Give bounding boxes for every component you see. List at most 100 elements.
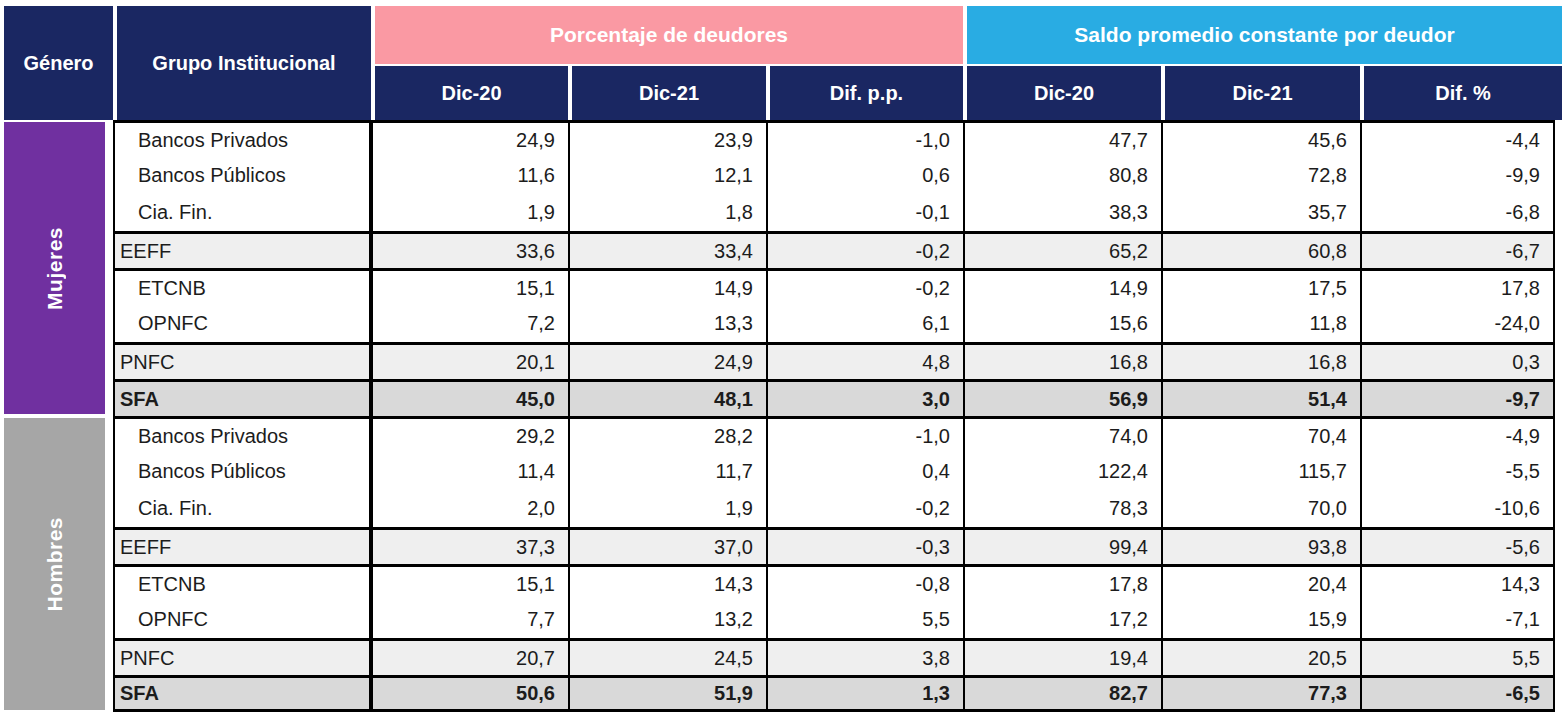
header-genero: Género [0,6,113,120]
cell-value: -4,9 [1360,416,1555,453]
cell-value: 24,9 [371,120,568,157]
cell-value: 20,1 [371,342,568,379]
cell-value: 16,8 [963,342,1161,379]
row-label: PNFC [113,342,371,379]
cell-value: 56,9 [963,379,1161,416]
cell-value: 33,6 [371,231,568,268]
gender-band-hombres-label: Hombres [43,517,67,612]
cell-value: 122,4 [963,453,1161,490]
row-label: ETCNB [113,564,371,601]
cell-value: 37,0 [568,527,766,564]
cell-value: 11,4 [371,453,568,490]
cell-value: 0,4 [766,453,963,490]
cell-value: 11,8 [1161,305,1360,342]
cell-value: 16,8 [1161,342,1360,379]
cell-value: 1,9 [568,490,766,527]
cell-value: 15,1 [371,268,568,305]
gender-band-hombres: Hombres [0,416,113,712]
cell-value: -0,3 [766,527,963,564]
cell-value: 14,3 [1360,564,1555,601]
cell-value: -1,0 [766,120,963,157]
cell-value: -0,2 [766,268,963,305]
cell-value: -0,2 [766,231,963,268]
cell-value: 51,4 [1161,379,1360,416]
cell-value: 24,9 [568,342,766,379]
row-label: SFA [113,379,371,416]
cell-value: 99,4 [963,527,1161,564]
row-label: OPNFC [113,601,371,638]
header-band-saldo: Saldo promedio constante por deudor [963,6,1562,64]
subheader-porcentaje-dif-pp: Dif. p.p. [766,64,963,120]
gender-band-mujeres-fill: Mujeres [4,122,105,414]
cell-value: 1,3 [766,675,963,712]
cell-value: 11,6 [371,157,568,194]
cell-value: 50,6 [371,675,568,712]
cell-value: 3,0 [766,379,963,416]
cell-value: 33,4 [568,231,766,268]
cell-value: 7,7 [371,601,568,638]
row-label: Cia. Fin. [113,490,371,527]
cell-value: 82,7 [963,675,1161,712]
gender-band-hombres-fill: Hombres [4,418,105,710]
cell-value: 5,5 [1360,638,1555,675]
cell-value: 13,3 [568,305,766,342]
cell-value: 0,3 [1360,342,1555,379]
cell-value: 74,0 [963,416,1161,453]
cell-value: 29,2 [371,416,568,453]
header-grupo: Grupo Institucional [113,6,371,120]
row-label: EEFF [113,527,371,564]
subheader-saldo-dic20: Dic-20 [963,64,1161,120]
cell-value: 19,4 [963,638,1161,675]
cell-value: 2,0 [371,490,568,527]
cell-value: 78,3 [963,490,1161,527]
cell-value: 70,4 [1161,416,1360,453]
row-label: Bancos Públicos [113,157,371,194]
cell-value: 28,2 [568,416,766,453]
cell-value: 20,5 [1161,638,1360,675]
cell-value: 20,4 [1161,564,1360,601]
cell-value: 13,2 [568,601,766,638]
cell-value: -9,9 [1360,157,1555,194]
table-grid: Género Grupo Institucional Porcentaje de… [0,6,1562,712]
row-label: Cia. Fin. [113,194,371,231]
cell-value: 60,8 [1161,231,1360,268]
cell-value: 45,6 [1161,120,1360,157]
cell-value: -6,5 [1360,675,1555,712]
cell-value: -0,2 [766,490,963,527]
subheader-saldo-dif-pct: Dif. % [1360,64,1562,120]
cell-value: 11,7 [568,453,766,490]
row-label: SFA [113,675,371,712]
cell-value: -5,6 [1360,527,1555,564]
row-label: Bancos Privados [113,120,371,157]
cell-value: 20,7 [371,638,568,675]
cell-value: 23,9 [568,120,766,157]
subheader-saldo-dic21: Dic-21 [1161,64,1360,120]
cell-value: 80,8 [963,157,1161,194]
cell-value: 51,9 [568,675,766,712]
row-label: OPNFC [113,305,371,342]
cell-value: 4,8 [766,342,963,379]
cell-value: -10,6 [1360,490,1555,527]
cell-value: -9,7 [1360,379,1555,416]
cell-value: -4,4 [1360,120,1555,157]
cell-value: 5,5 [766,601,963,638]
row-label: EEFF [113,231,371,268]
cell-value: 14,9 [963,268,1161,305]
cell-value: 35,7 [1161,194,1360,231]
cell-value: 72,8 [1161,157,1360,194]
cell-value: 17,8 [963,564,1161,601]
cell-value: -5,5 [1360,453,1555,490]
cell-value: 115,7 [1161,453,1360,490]
gender-band-mujeres-label: Mujeres [43,227,67,310]
cell-value: 48,1 [568,379,766,416]
cell-value: 6,1 [766,305,963,342]
cell-value: -0,8 [766,564,963,601]
cell-value: 93,8 [1161,527,1360,564]
cell-value: -6,7 [1360,231,1555,268]
cell-value: -1,0 [766,416,963,453]
cell-value: 38,3 [963,194,1161,231]
cell-value: 45,0 [371,379,568,416]
row-label: PNFC [113,638,371,675]
row-label: Bancos Públicos [113,453,371,490]
gender-band-mujeres: Mujeres [0,120,113,416]
